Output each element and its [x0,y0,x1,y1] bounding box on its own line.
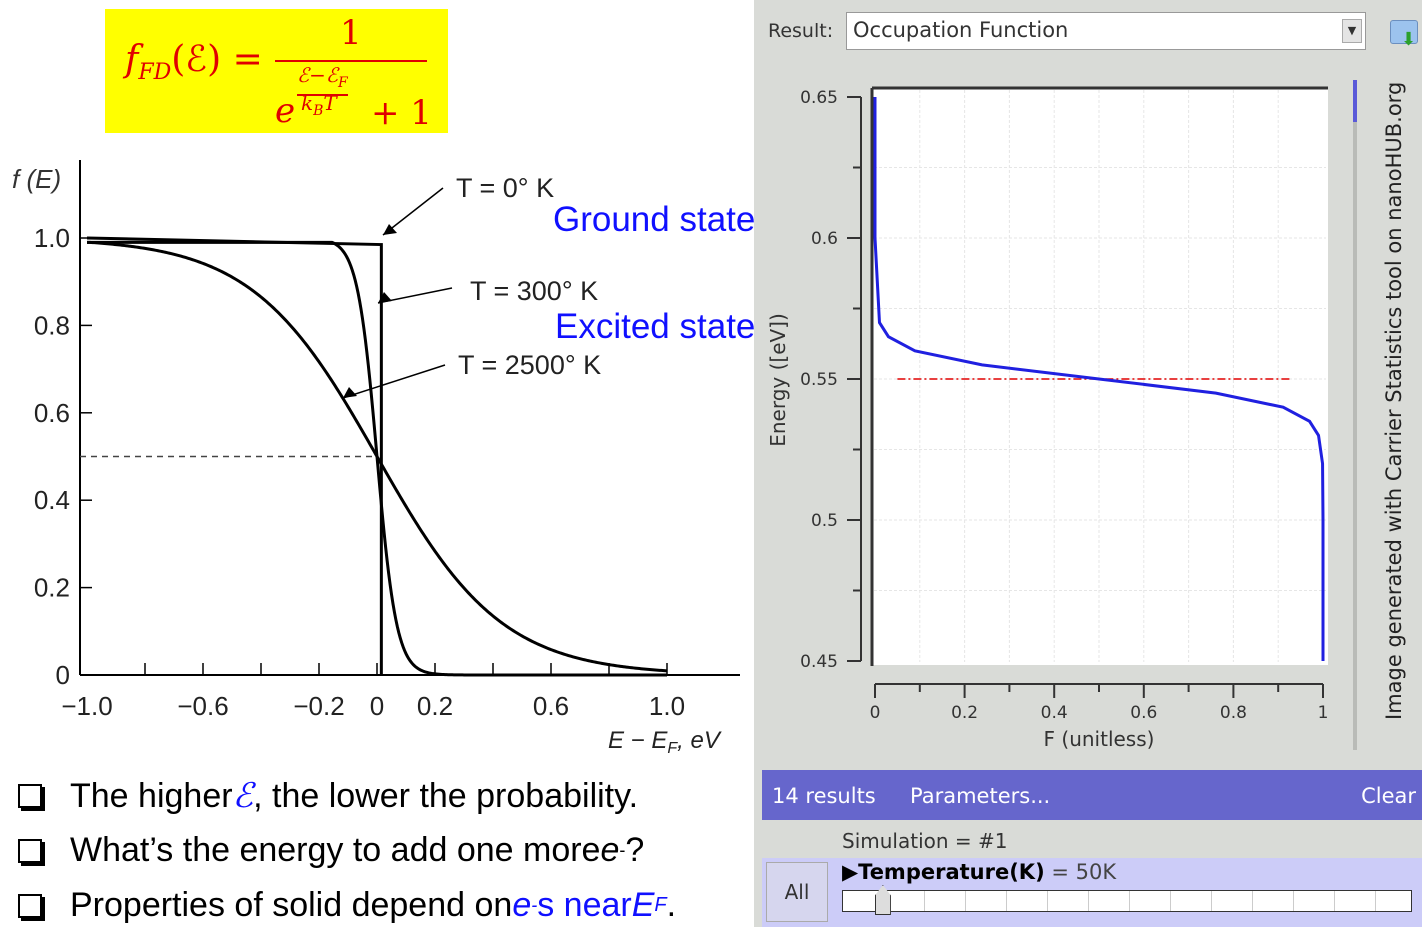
arrow-t0 [382,187,444,236]
y-tick-label: 0.4 [34,485,70,515]
results-bar: 14 results Parameters... Clear [762,770,1422,820]
ground-state-label: Ground state [553,200,756,239]
x-tick-label: 0.4 [1041,703,1068,723]
checkbox-bullet-icon [18,893,42,918]
bullet-3: Properties of solid depend on e-s near E… [18,886,676,925]
y-tick-label: 0.2 [34,573,70,603]
label-t2500: T = 2500° K [458,350,601,380]
arrow-t2500 [342,364,446,399]
y-tick-label: 0.55 [800,370,838,390]
x-tick-label: 0.8 [1220,703,1247,723]
parameters-button[interactable]: Parameters... [910,784,1051,808]
occupation-curve [873,97,1325,661]
arrowhead-t2500 [343,387,357,398]
result-label: Result: [768,20,834,42]
temperature-slider[interactable] [842,885,1412,915]
label-t0: T = 0° K [456,173,554,203]
arrowhead-t0 [383,224,397,235]
expand-triangle-icon[interactable]: ▶ [842,860,859,884]
fermi-dirac-formula: fFD(ℰ) = 1 e ℰ−ℰF kBT + 1 [105,9,448,133]
x-tick-label: 1.0 [649,691,685,721]
scrollbar[interactable] [1353,80,1357,750]
series-t-2500-kline [87,240,668,673]
x-axis-label: F (unitless) [1044,727,1155,751]
checkbox-bullet-icon [18,838,42,863]
series-t0-line [86,236,383,675]
y-tick-label: 0.6 [811,229,838,249]
plot-area [872,88,1328,665]
y-axis-label: Energy ([eV]) [766,313,790,447]
temperature-label: Temperature(K) [858,860,1045,884]
x-tick-label: −1.0 [61,691,112,721]
parameter-row: All ▶Temperature(K) = 50K [762,858,1422,927]
y-tick-label: 1.0 [34,223,70,253]
x-tick-label: 0.6 [1130,703,1157,723]
label-t300: T = 300° K [470,276,598,306]
x-tick-label: 0 [370,691,384,721]
checkbox-bullet-icon [18,784,42,808]
occupation-function-plot: 0.45 0.5 0.55 0.6 0.65 0 0.2 0.4 0.6 0.8 1 F (unitl… [766,86,1329,751]
y-tick-label: 0.45 [800,652,838,672]
excited-state-label: Excited state [555,307,756,346]
all-button[interactable]: All [766,862,828,922]
clear-button[interactable]: Clear [1361,784,1416,808]
bullet-1: The higher ℰ, the lower the probability. [18,776,638,816]
y-tick-label: 0.65 [800,88,838,108]
scrollbar-thumb[interactable] [1353,80,1357,122]
x-tick-label: 1 [1318,703,1329,723]
x-tick-label: 0 [870,703,881,723]
y-tick-label: 0.8 [34,310,70,340]
results-count: 14 results [772,784,876,808]
fermi-dirac-plot: 0 0.2 0.4 0.6 0.8 1.0 −1.0 −0.6 −0.2 0 0.2 0.6 1.0 f … [12,160,740,757]
chevron-down-icon[interactable]: ▼ [1342,19,1362,43]
result-dropdown[interactable]: Occupation Function ▼ [846,12,1366,50]
x-tick-label: −0.2 [293,691,344,721]
y-tick-label: 0.6 [34,398,70,428]
download-icon[interactable]: ⬇ [1390,20,1418,49]
x-tick-label: 0.2 [951,703,978,723]
slider-thumb[interactable] [874,885,891,915]
x-tick-label: −0.6 [177,691,228,721]
y-tick-label: 0 [56,660,70,690]
x-axis-label: E − EF, eV [608,727,722,757]
x-tick-label: 0.2 [417,691,453,721]
y-axis-label: f (E) [12,164,61,194]
simulation-label: Simulation = #1 [842,829,1008,853]
bullet-2: What’s the energy to add one more e -? [18,831,644,870]
y-tick-label: 0.5 [811,511,838,531]
x-tick-label: 0.6 [533,691,569,721]
temperature-value: = 50K [1051,860,1117,884]
arrowhead-t300 [378,292,392,303]
